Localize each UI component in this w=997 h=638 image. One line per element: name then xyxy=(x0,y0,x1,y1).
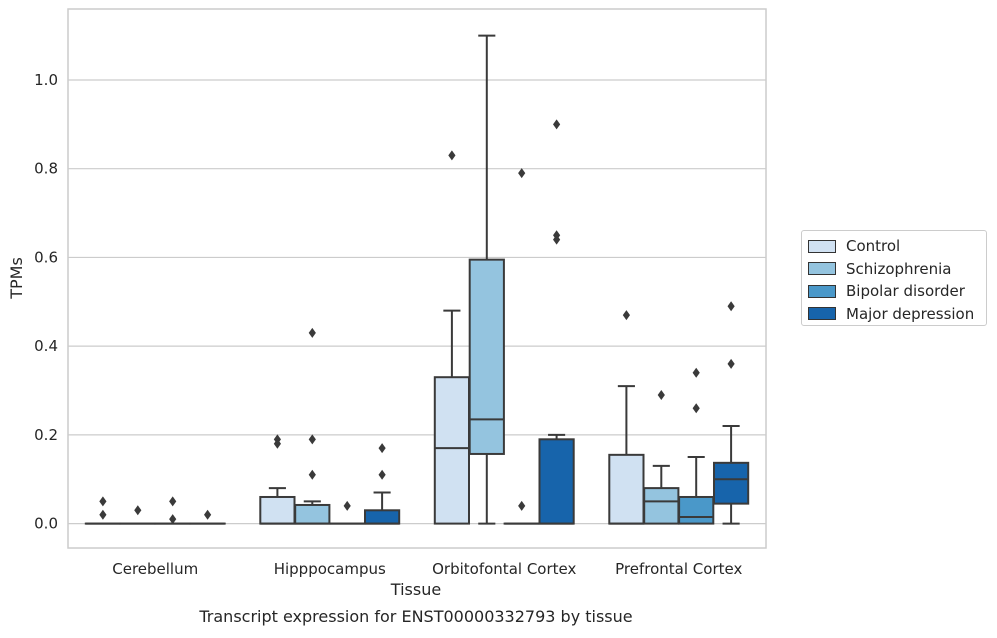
outlier-point xyxy=(693,403,700,413)
box xyxy=(644,488,678,523)
outlier-point xyxy=(518,168,525,178)
outlier-point xyxy=(204,510,211,520)
box-group xyxy=(644,390,678,524)
outlier-point xyxy=(379,470,386,480)
legend-swatch xyxy=(808,240,836,253)
legend-swatch xyxy=(808,262,836,275)
legend-item-bipolar-disorder: Bipolar disorder xyxy=(808,280,986,303)
grid xyxy=(68,80,766,524)
outlier-point xyxy=(134,505,141,515)
box-group xyxy=(86,496,120,523)
box-group xyxy=(190,510,224,524)
box-group xyxy=(714,301,748,523)
outlier-point xyxy=(693,368,700,378)
y-tick-label: 0.2 xyxy=(34,426,58,444)
y-tick-label: 0.4 xyxy=(34,337,58,355)
outlier-point xyxy=(553,119,560,129)
x-tick-labels: Cerebellum Hipppocampus Orbitofontal Corte… xyxy=(112,560,742,578)
outlier-point xyxy=(728,301,735,311)
box-group xyxy=(435,150,469,523)
box-group xyxy=(156,496,190,524)
outlier-point xyxy=(99,510,106,520)
box-group xyxy=(295,328,329,524)
box-group xyxy=(679,368,713,524)
outlier-point xyxy=(169,496,176,506)
outlier-point xyxy=(309,470,316,480)
box xyxy=(470,260,504,454)
box xyxy=(365,510,399,523)
box xyxy=(435,377,469,523)
legend: Control Schizophrenia Bipolar disorder M… xyxy=(801,230,987,326)
y-tick-labels: 0.0 0.2 0.4 0.6 0.8 1.0 xyxy=(34,71,58,533)
boxes xyxy=(86,36,748,525)
box-group xyxy=(330,501,364,524)
legend-item-schizophrenia: Schizophrenia xyxy=(808,258,986,281)
y-tick-label: 0.0 xyxy=(34,515,58,533)
outlier-point xyxy=(344,501,351,511)
legend-swatch xyxy=(808,285,836,298)
box xyxy=(539,439,573,523)
outlier-point xyxy=(379,443,386,453)
x-axis-label: Tissue xyxy=(390,580,441,599)
outlier-point xyxy=(309,434,316,444)
legend-item-control: Control xyxy=(808,235,986,258)
x-tick-label: Orbitofontal Cortex xyxy=(432,560,576,578)
y-tick-label: 1.0 xyxy=(34,71,58,89)
x-tick-label: Cerebellum xyxy=(112,560,198,578)
box-group xyxy=(260,434,294,523)
y-axis-label: TPMs xyxy=(7,257,26,300)
legend-label: Bipolar disorder xyxy=(846,282,965,300)
y-tick-label: 0.6 xyxy=(34,248,58,266)
outlier-point xyxy=(658,390,665,400)
legend-label: Major depression xyxy=(846,305,974,323)
outlier-point xyxy=(728,359,735,369)
box xyxy=(609,455,643,524)
outlier-point xyxy=(448,150,455,160)
legend-label: Control xyxy=(846,237,900,255)
chart-caption: Transcript expression for ENST0000033279… xyxy=(198,607,632,626)
box-group xyxy=(121,505,155,523)
legend-item-major-depression: Major depression xyxy=(808,303,986,326)
box xyxy=(714,463,748,504)
box xyxy=(679,497,713,524)
outlier-point xyxy=(309,328,316,338)
outlier-point xyxy=(623,310,630,320)
box xyxy=(295,505,329,524)
outlier-point xyxy=(99,496,106,506)
box xyxy=(260,497,294,524)
legend-swatch xyxy=(808,307,836,320)
x-tick-label: Hipppocampus xyxy=(274,560,386,578)
box-group xyxy=(539,119,573,523)
box-group xyxy=(365,443,399,523)
box-group xyxy=(609,310,643,524)
outlier-point xyxy=(518,501,525,511)
legend-label: Schizophrenia xyxy=(846,260,951,278)
x-tick-label: Prefrontal Cortex xyxy=(615,560,742,578)
box-group xyxy=(470,36,504,524)
y-tick-label: 0.8 xyxy=(34,160,58,178)
